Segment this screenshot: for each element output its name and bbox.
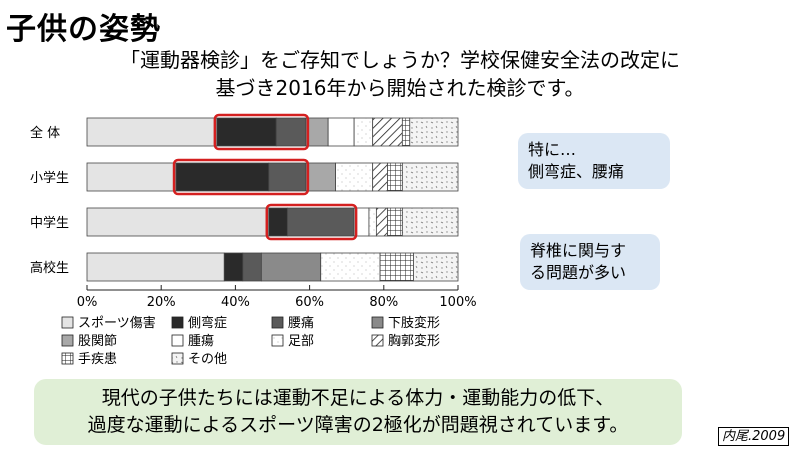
page-title: 子供の姿勢 [6,12,161,47]
bar-segment-2-9 [401,207,459,237]
bar-segment-0-8 [401,117,411,147]
legend-swatch-8 [61,352,74,365]
category-label-0: 全 体 [30,125,60,141]
legend-label-4: 股関節 [78,334,117,349]
bar-segment-1-7 [372,162,388,192]
summary-box: 現代の子供たちには運動不足による体力・運動能力の低下、 過度な運動によるスポーツ… [34,379,682,445]
legend-swatch-9 [171,352,184,365]
category-label-1: 小学生 [30,170,69,186]
legend-label-7: 胸郭変形 [388,333,440,349]
legend-swatch-7 [371,334,384,347]
legend-label-6: 足部 [288,334,314,349]
bar-segment-2-0 [86,207,270,237]
summary-line-1: 現代の子供たちには運動不足による体力・運動能力の低下、 [101,387,615,409]
legend-swatch-3 [371,316,384,329]
callout-1-line-2: 側弯症、腰痛 [528,162,625,181]
bar-segment-1-9 [401,162,459,192]
bar-segment-1-8 [387,162,403,192]
bar-segment-3-8 [379,252,414,282]
legend-label-3: 下肢変形 [388,315,440,331]
bar-segment-3-3 [260,252,322,282]
bar-segment-2-6 [368,207,377,237]
callout-2-line-1: 脊椎に関与す [530,241,627,260]
legend-label-9: その他 [188,352,227,367]
legend-swatch-5 [171,334,184,347]
bar-segment-2-1 [268,207,288,237]
callout-2-line-2: る問題が多い [530,263,627,282]
category-label-2: 中学生 [30,215,69,231]
bar-segment-0-9 [409,117,459,147]
bar-segment-3-9 [413,252,459,282]
bar-segment-0-1 [216,117,277,147]
bar-segment-2-7 [375,207,388,237]
highlight-box-2 [265,203,358,241]
legend-label-8: 手疾患 [78,352,117,367]
bar-segment-1-6 [335,162,374,192]
bar-segment-0-7 [372,117,403,147]
legend-swatch-4 [61,334,74,347]
bar-segment-0-5 [327,117,355,147]
summary-line-2: 過度な運動によるスポーツ障害の2極化が問題視されています。 [87,414,629,436]
x-tick-label-4: 80% [369,295,398,310]
bar-segment-1-0 [86,162,177,192]
bar-segment-3-6 [320,252,381,282]
callout-scoliosis: 特に… 側弯症、腰痛 [518,133,670,189]
bar-segment-0-6 [353,117,374,147]
bar-segment-0-4 [305,117,329,147]
subtitle-line-2: 基づき2016年から開始された検診です。 [215,76,585,100]
x-tick-label-3: 60% [295,295,324,310]
x-tick-label-1: 20% [147,295,176,310]
highlight-box-1 [172,158,310,196]
bar-segment-1-4 [305,162,336,192]
highlight-box-0 [213,113,310,151]
callout-1-line-1: 特に… [528,140,577,159]
x-tick-label-0: 0% [77,295,98,310]
legend-swatch-1 [171,316,184,329]
bar-segment-3-2 [242,252,262,282]
bar-segment-0-2 [275,117,307,147]
legend-label-5: 腫瘍 [188,333,214,349]
legend-swatch-2 [271,316,284,329]
legend-label-0: スポーツ傷害 [78,315,156,331]
bar-segment-3-1 [223,252,244,282]
callout-spine: 脊椎に関与す る問題が多い [520,234,660,290]
citation: 内尾.2009 [718,427,790,446]
category-label-3: 高校生 [30,260,69,276]
bar-segment-2-8 [387,207,403,237]
bar-segment-2-2 [286,207,355,237]
bar-segment-1-1 [175,162,270,192]
x-tick-label-2: 40% [221,295,250,310]
legend-swatch-6 [271,334,284,347]
legend-swatch-0 [61,316,74,329]
legend-label-2: 腰痛 [288,315,314,331]
legend-label-1: 側弯症 [188,315,227,331]
bar-segment-0-0 [86,117,218,147]
bar-segment-1-2 [268,162,307,192]
bar-segment-3-0 [86,252,225,282]
x-tick-label-5: 100% [439,295,476,310]
subtitle-line-1: 「運動器検診」をご存知でしょうか？学校保健安全法の改定に [120,48,680,72]
